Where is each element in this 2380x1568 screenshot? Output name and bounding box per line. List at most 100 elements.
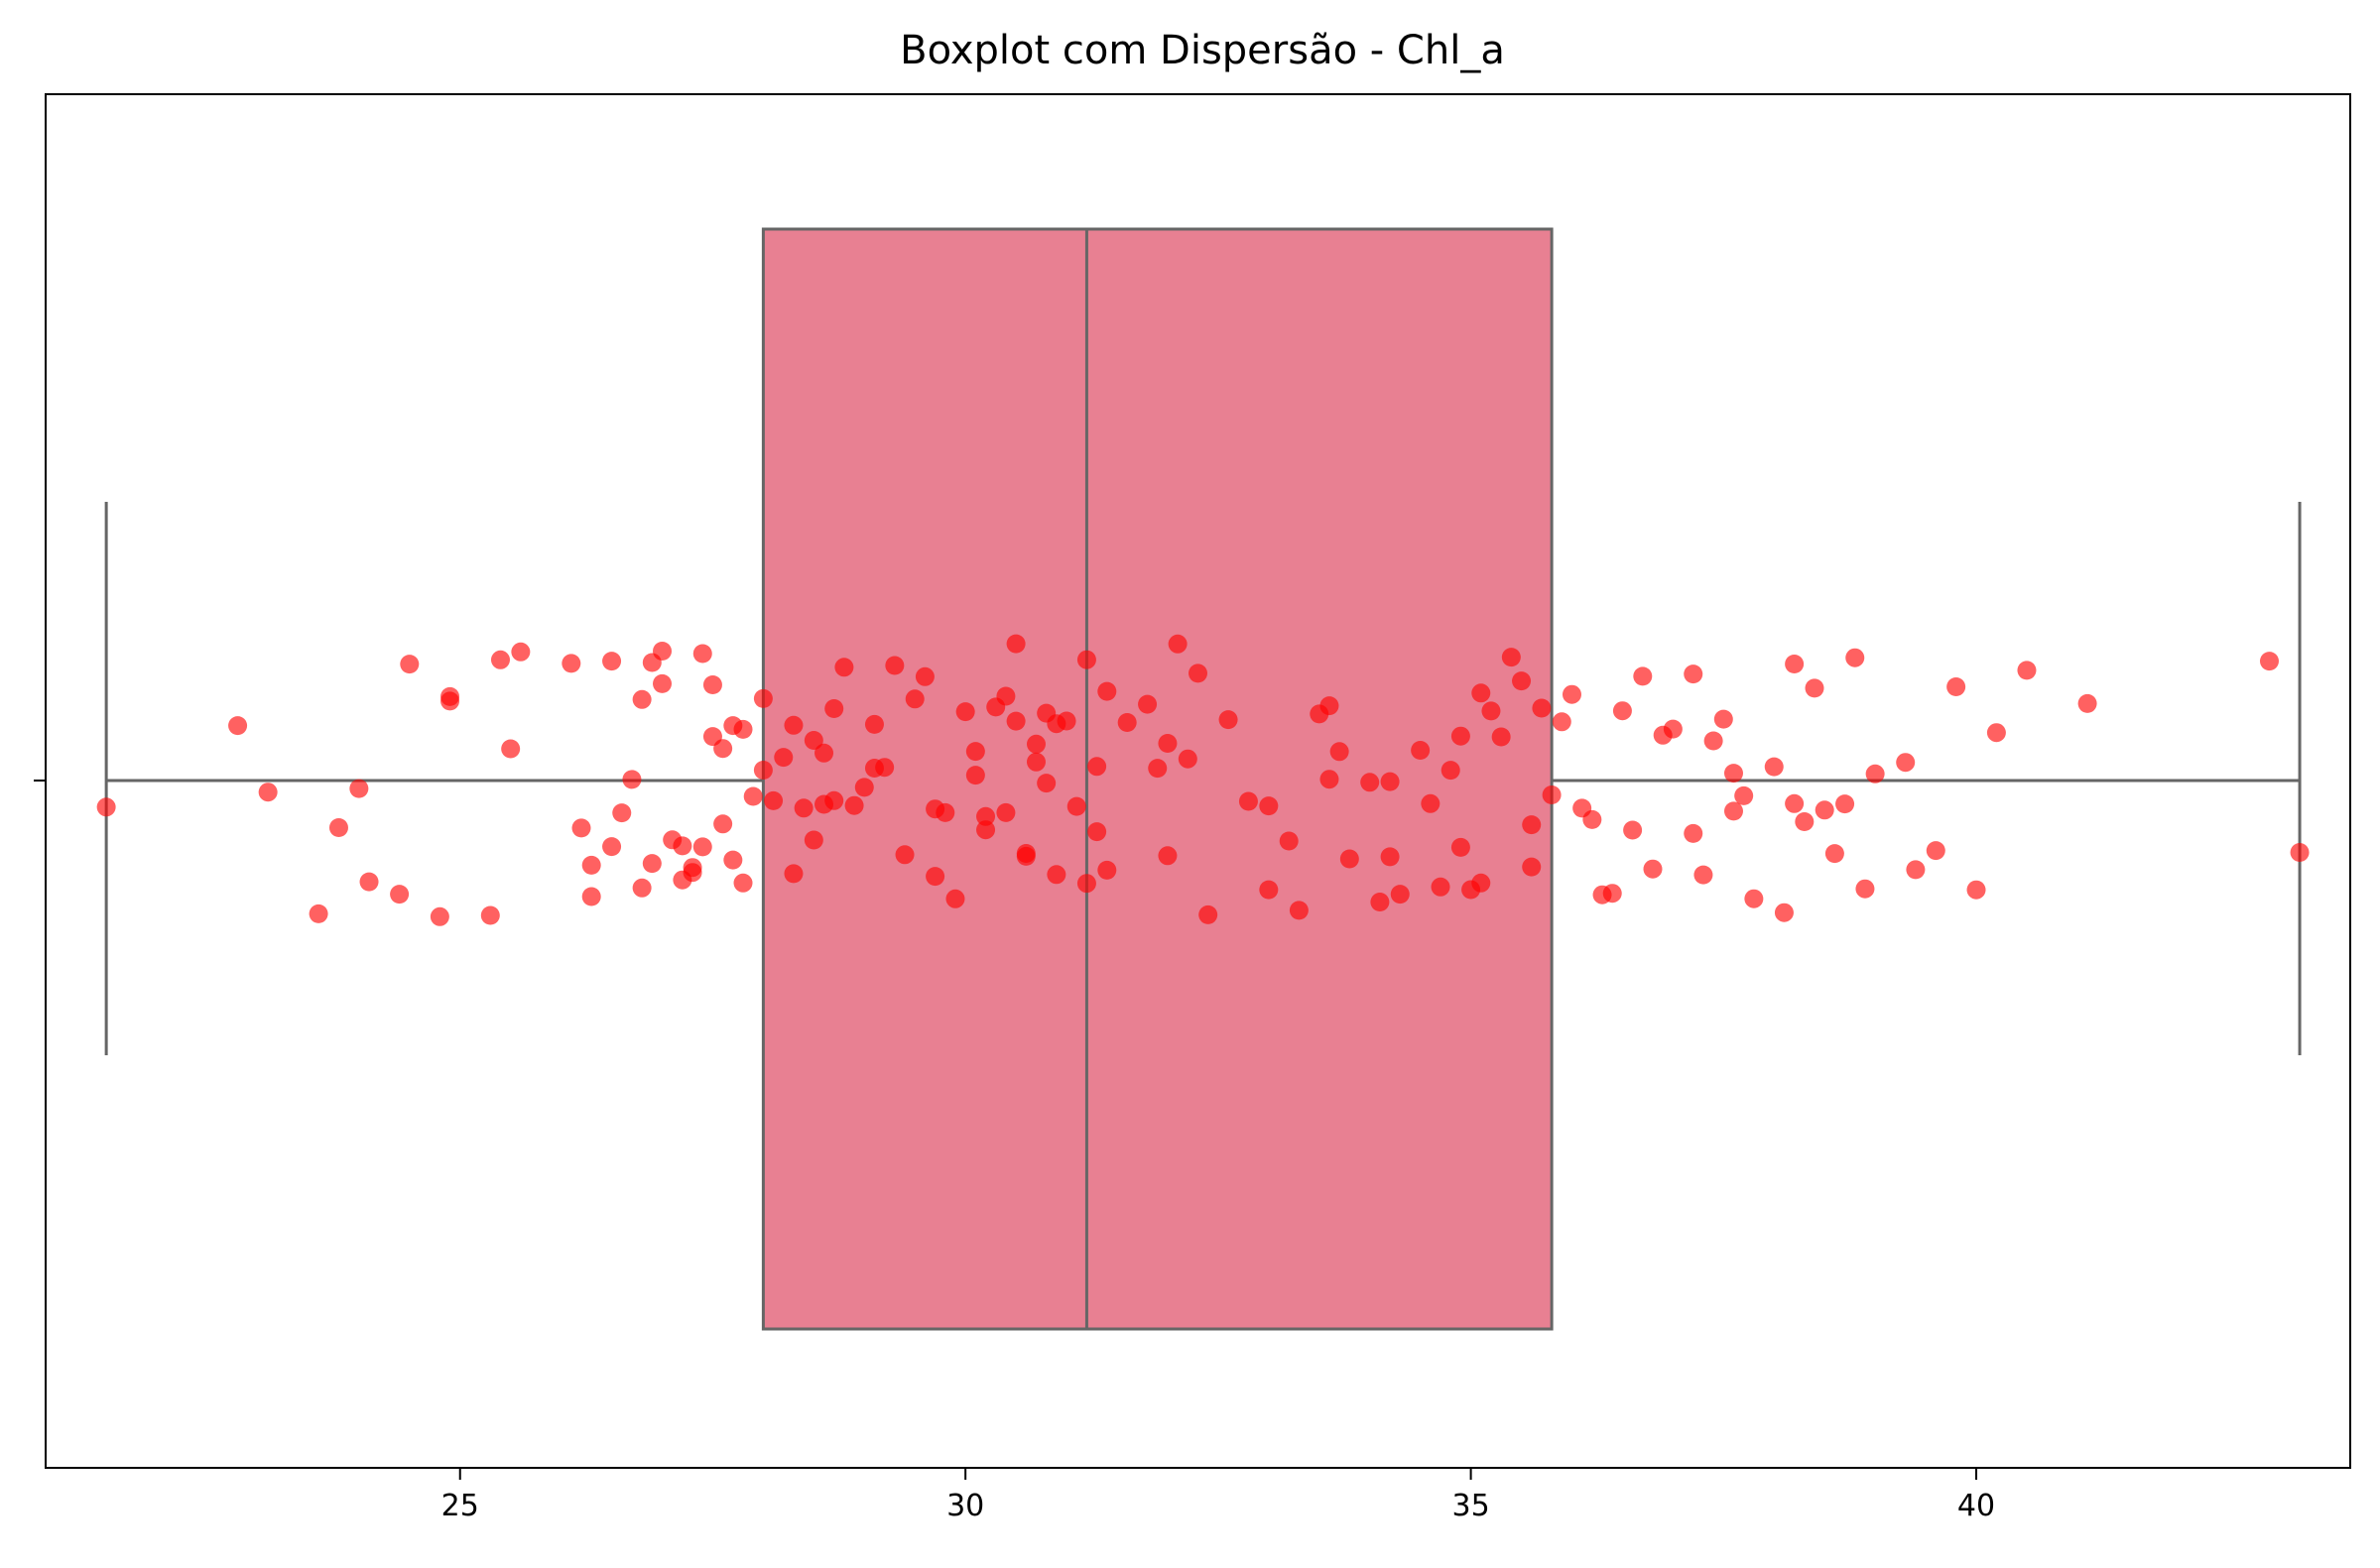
scatter-point xyxy=(1815,800,1834,820)
scatter-point xyxy=(753,688,773,708)
scatter-point xyxy=(1542,785,1562,804)
scatter-point xyxy=(1259,796,1279,816)
scatter-point xyxy=(602,837,622,857)
scatter-point xyxy=(359,872,379,892)
scatter-point xyxy=(1491,727,1511,747)
scatter-point xyxy=(2259,652,2279,671)
scatter-point xyxy=(784,864,804,884)
scatter-point xyxy=(965,742,985,762)
scatter-point xyxy=(1138,694,1158,714)
scatter-point xyxy=(400,655,420,674)
scatter-point xyxy=(653,642,673,661)
scatter-point xyxy=(1865,764,1885,784)
scatter-point xyxy=(1117,713,1137,732)
scatter-point xyxy=(1684,823,1703,843)
scatter-point xyxy=(1006,634,1026,654)
scatter-point xyxy=(1693,865,1713,885)
scatter-point xyxy=(1450,726,1470,746)
scatter-point xyxy=(1259,880,1279,900)
scatter-point xyxy=(875,758,895,778)
scatter-point xyxy=(1896,753,1916,773)
scatter-point xyxy=(1744,889,1764,908)
scatter-point xyxy=(1643,859,1663,879)
scatter-point xyxy=(1168,634,1188,654)
scatter-point xyxy=(784,715,804,735)
scatter-point xyxy=(1824,844,1844,864)
scatter-point xyxy=(1623,820,1643,840)
scatter-point xyxy=(713,814,733,834)
scatter-point xyxy=(1471,873,1491,893)
scatter-point xyxy=(1734,785,1754,805)
scatter-point xyxy=(501,739,521,759)
scatter-point xyxy=(996,802,1016,822)
scatter-point xyxy=(885,656,905,675)
x-axis: 25 30 35 40 xyxy=(441,1468,1995,1523)
scatter-point xyxy=(2290,843,2310,862)
scatter-point xyxy=(965,766,985,785)
scatter-point xyxy=(926,867,945,887)
scatter-point xyxy=(1189,663,1207,683)
scatter-point xyxy=(430,906,449,926)
scatter-point xyxy=(774,748,794,768)
x-tick-label: 40 xyxy=(1957,1489,1995,1523)
scatter-point xyxy=(1562,684,1581,704)
scatter-point xyxy=(1380,847,1400,867)
scatter-point xyxy=(733,873,753,893)
scatter-point xyxy=(1319,770,1339,789)
scatter-point xyxy=(1178,749,1197,769)
scatter-point xyxy=(976,820,996,840)
scatter-point xyxy=(622,770,642,789)
scatter-point xyxy=(96,797,116,817)
scatter-point xyxy=(1076,874,1096,894)
scatter-point xyxy=(1370,893,1390,911)
scatter-point xyxy=(804,830,823,850)
scatter-point xyxy=(1158,734,1178,753)
scatter-point xyxy=(733,719,753,739)
scatter-point xyxy=(1532,698,1552,718)
scatter-point xyxy=(328,818,348,837)
scatter-point xyxy=(1279,831,1299,851)
scatter-point xyxy=(905,689,925,709)
scatter-point xyxy=(1481,701,1501,721)
scatter-point xyxy=(834,658,854,677)
x-tick-label: 30 xyxy=(946,1489,984,1523)
scatter-point xyxy=(895,845,915,865)
scatter-point xyxy=(1926,841,1945,861)
scatter-point xyxy=(1097,860,1117,880)
scatter-point xyxy=(1835,794,1855,814)
scatter-point xyxy=(1795,812,1815,831)
scatter-point xyxy=(653,673,673,693)
scatter-point xyxy=(1764,757,1784,777)
scatter-point xyxy=(976,806,996,826)
scatter-point xyxy=(915,666,935,686)
scatter-point xyxy=(581,855,601,875)
scatter-point xyxy=(824,790,844,810)
iqr-box xyxy=(761,227,1554,1331)
scatter-point xyxy=(1552,712,1571,732)
scatter-point xyxy=(996,686,1016,706)
scatter-point xyxy=(743,786,763,806)
scatter-point xyxy=(1774,903,1794,922)
chart-title: Boxplot com Dispersão - Chl_a xyxy=(900,28,1505,73)
scatter-point xyxy=(1006,711,1026,731)
scatter-point xyxy=(2017,661,2037,680)
scatter-point xyxy=(692,837,712,857)
scatter-point xyxy=(864,714,884,734)
scatter-point xyxy=(1431,877,1450,897)
scatter-point xyxy=(440,686,460,706)
scatter-point xyxy=(1390,885,1410,905)
scatter-point xyxy=(1845,648,1865,667)
scatter-point xyxy=(1238,791,1258,811)
scatter-point xyxy=(713,739,733,759)
scatter-point xyxy=(804,731,823,750)
scatter-point xyxy=(1522,857,1542,877)
scatter-point xyxy=(1785,793,1805,813)
scatter-point xyxy=(1612,701,1632,721)
scatter-point xyxy=(1057,711,1076,731)
scatter-point xyxy=(1785,655,1805,673)
scatter-point xyxy=(692,644,712,663)
scatter-point xyxy=(2077,693,2097,713)
scatter-point xyxy=(1855,879,1875,899)
scatter-point xyxy=(1289,901,1309,920)
